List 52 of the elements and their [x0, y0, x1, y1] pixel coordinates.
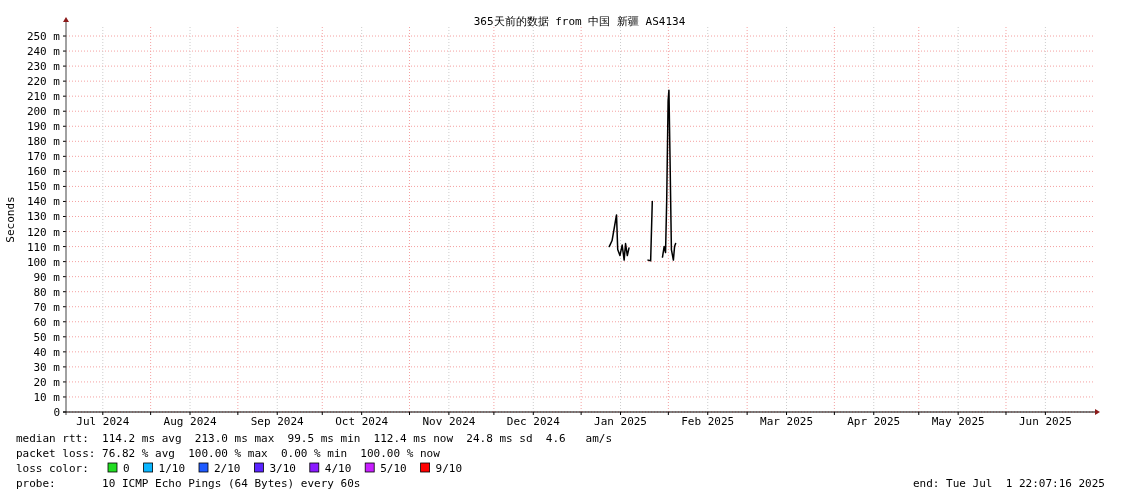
y-tick-label: 170 m	[26, 150, 61, 164]
x-tick-label: May 2025	[931, 415, 985, 428]
text: median rtt: 114.2 ms avg 213.0 ms max 99.5 ms min 112.4 ms now 24.8 ms sd 4.6 am/s	[16, 432, 613, 445]
y-tick-label: 10 m	[33, 390, 61, 404]
legend-title: loss color:	[16, 462, 89, 475]
y-tick-label: 190 m	[26, 120, 61, 134]
x-tick-label: Nov 2024	[422, 415, 476, 428]
y-tick-label: 100 m	[26, 255, 61, 269]
legend-label: 5/10	[380, 462, 407, 475]
legend-label: 1/10	[158, 462, 186, 475]
y-tick-label: 240 m	[26, 45, 61, 59]
y-tick-label: 60 m	[33, 315, 61, 329]
y-tick-label: 180 m	[26, 135, 61, 149]
legend-label: 0	[123, 462, 130, 475]
y-tick-label: 80 m	[33, 285, 61, 299]
y-tick-label: 210 m	[26, 90, 61, 104]
x-tick-label: Jul 2024	[76, 415, 130, 428]
x-tick-label: Sep 2024	[250, 415, 305, 428]
y-tick-label: 140 m	[26, 195, 61, 209]
y-tick-label: 160 m	[26, 165, 61, 179]
text: end: Tue Jul 1 22:07:16 2025	[912, 477, 1105, 490]
text: probe: 10 ICMP Echo Pings (64 Bytes) every 60s	[16, 477, 361, 490]
x-tick-label: Aug 2024	[163, 415, 217, 428]
x-tick-label: Dec 2024	[506, 415, 561, 428]
text: packet loss: 76.82 % avg 100.00 % max 0.00 % min 100.00 % now	[16, 447, 441, 460]
y-tick-label: 90 m	[33, 270, 61, 284]
y-tick-label: 110 m	[26, 240, 61, 254]
x-tick-label: Oct 2024	[335, 415, 389, 428]
y-tick-label: 220 m	[26, 75, 61, 89]
title: 365天前的数据 from 中国 新疆 AS4134	[473, 15, 686, 28]
x-tick-label: Mar 2025	[760, 415, 814, 428]
y-tick-label: 40 m	[33, 345, 61, 359]
x-tick-label: Jun 2025	[1018, 415, 1072, 428]
x-tick-label: Apr 2025	[847, 415, 901, 428]
y-tick-label: 30 m	[33, 360, 61, 374]
y-tick-label: 230 m	[26, 60, 61, 74]
y-tick-label: 50 m	[33, 330, 61, 344]
y-tick-label: 120 m	[26, 225, 61, 239]
legend-label: 9/10	[435, 462, 463, 475]
y-tick-label: 150 m	[26, 180, 61, 194]
y-tick-label: 70 m	[33, 300, 61, 314]
y-tick-label: 130 m	[26, 210, 61, 224]
y-tick-label: 0	[53, 406, 60, 419]
legend-label: 2/10	[214, 462, 241, 475]
y-axis-title: Seconds	[4, 196, 17, 243]
x-tick-label: Feb 2025	[681, 415, 735, 428]
y-tick-label: 250 m	[26, 30, 61, 44]
y-tick-label: 200 m	[26, 105, 61, 119]
legend-label: 4/10	[324, 462, 352, 475]
legend-label: 3/10	[269, 462, 296, 475]
y-tick-label: 20 m	[33, 375, 61, 389]
x-tick-label: Jan 2025	[594, 415, 648, 428]
